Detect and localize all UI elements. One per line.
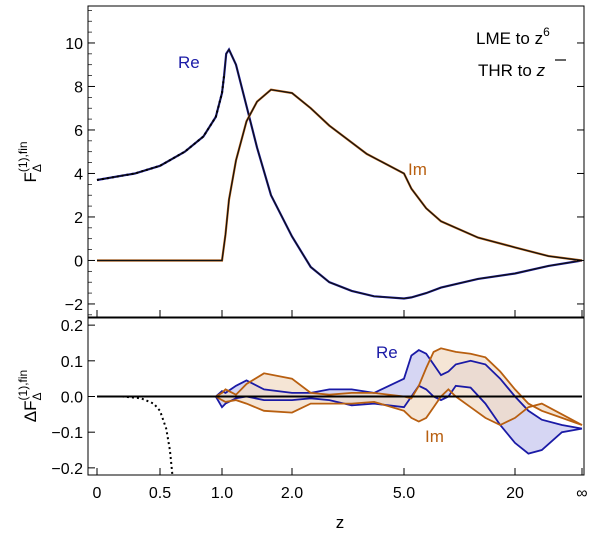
x-tick-label: 0 xyxy=(93,485,102,502)
band-im-upper xyxy=(97,347,583,426)
bottom-y-tick-label: −0.2 xyxy=(51,461,83,478)
series-im-line xyxy=(97,88,583,262)
band-re-upper xyxy=(97,349,583,430)
top-y-tick-label: 4 xyxy=(74,166,83,183)
x-tick-label: 20 xyxy=(506,485,524,502)
top-y-tick-label: −2 xyxy=(65,297,83,314)
band-im-fill xyxy=(97,348,582,425)
series-re-thr-line xyxy=(96,48,583,300)
bottom-y-tick-label: −0.1 xyxy=(51,425,83,442)
top-y-tick-label: 6 xyxy=(74,123,83,140)
bottom-y-tick-label: 0.2 xyxy=(61,318,83,335)
top-y-tick-label: 10 xyxy=(65,36,83,53)
top-y-tick-label: 2 xyxy=(74,210,83,227)
band-im-lower xyxy=(97,388,583,426)
x-tick-label: 2.0 xyxy=(281,485,303,502)
bottom-y-tick-label: 0.0 xyxy=(61,390,83,407)
bottom-re-label: Re xyxy=(376,343,398,362)
series-lme-dotted xyxy=(96,75,226,181)
top-y-tick-label: 0 xyxy=(74,253,83,270)
x-axis-title: z xyxy=(336,513,345,532)
series-lme-dotted-bottom xyxy=(97,395,174,475)
top-re-label: Re xyxy=(178,53,200,72)
thr-legend-text: THR to z xyxy=(478,61,546,80)
bottom-y-tick-label: 0.1 xyxy=(61,354,83,371)
x-tick-label: ∞ xyxy=(576,485,587,502)
top-panel-frame xyxy=(87,5,585,318)
lme-legend-exponent: 6 xyxy=(543,25,550,39)
top-im-label: Im xyxy=(408,160,427,179)
x-tick-label: 1.0 xyxy=(211,485,233,502)
thr-legend-variable: z xyxy=(536,61,546,80)
bottom-y-axis-title: ΔFΔ(1),fin xyxy=(16,370,44,422)
top-y-tick-label: 8 xyxy=(74,79,83,96)
top-y-axis-title: FΔ(1),fin xyxy=(16,141,44,182)
x-tick-label: 5.0 xyxy=(393,485,415,502)
bottom-im-label: Im xyxy=(425,427,444,446)
series-im-thr-line xyxy=(97,89,583,262)
x-tick-label: 0.5 xyxy=(149,485,171,502)
lme-legend-text: LME to z6 xyxy=(476,25,550,48)
